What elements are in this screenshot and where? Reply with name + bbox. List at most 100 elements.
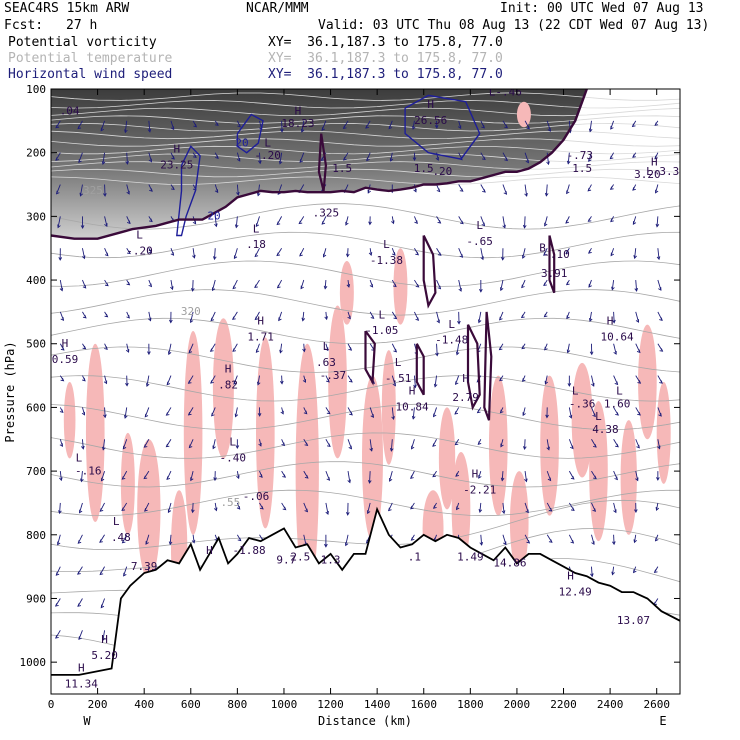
wind-vector-head [568,414,573,419]
wind-vector-head [147,351,151,356]
wind-vector-head [632,154,636,158]
wind-vector-head [504,124,508,129]
theta-contour [51,289,680,316]
wind-vector-head [459,254,464,258]
theta-contour [51,461,680,488]
wind-vector-head [456,506,460,511]
x-tick-label: 2200 [550,698,577,711]
wind-vector-head [546,446,550,451]
wind-vector-head [346,511,350,516]
wind-vector [80,184,83,196]
wind-vector-head [659,380,663,384]
wind-vector [102,630,106,641]
wind-vector-head [103,193,107,197]
wind-vector-head [55,190,60,195]
wind-vector [500,279,504,291]
wind-vector-head [610,125,614,130]
wind-vector-head [60,317,65,321]
wind-vector-head [279,349,283,354]
theta-contour-strat [51,92,680,101]
wind-vector-head [412,125,416,130]
wind-vector-head [348,347,353,351]
wind-vector-head [101,637,106,642]
pv-contour [466,324,481,411]
negative-pv-shading [63,381,76,459]
wind-vector-head [236,157,241,162]
wind-vector [279,152,283,164]
wind-vector-head [237,537,242,542]
wind-vector-head [415,317,420,321]
wind-vector [412,120,415,130]
wind-vector-head [147,128,152,133]
negative-pv-shading [438,407,456,510]
wind-vector-head [104,223,108,228]
wind-vector-head [520,314,525,319]
wind-vector [657,439,661,449]
pv-extremum-label: 10.64 [601,331,634,344]
wind-vector-head [99,571,104,576]
wind-vector-head [433,383,438,388]
wind-vector-head [234,413,239,418]
wind-vector-head [100,477,105,482]
theta-contour-label: 320 [181,305,201,318]
negative-pv-shading [85,343,105,523]
wind-vector-head [654,155,658,160]
pv-extremum-label: 1.60 [604,397,631,410]
wind-vector-head [631,123,636,128]
wind-vector-head [168,351,172,356]
wind-vector [434,375,437,387]
wind-vector [412,407,415,419]
header-center: NCAR/MMM [246,1,309,16]
theta-contour-strat [51,176,680,185]
wind-vector-head [632,187,636,191]
wind-vector [146,375,150,387]
wind-vector-head [500,477,505,482]
wind-vector-head [143,475,148,480]
wind-vector-head [615,412,619,416]
wind-vector [391,407,395,420]
wind-vector-head [100,604,105,609]
wind-vector-head [655,507,660,511]
wind-vector-head [455,351,460,356]
wind-vector-head [368,221,372,226]
wind-vector-head [121,476,126,480]
wind-vector-head [79,509,83,514]
wind-vector-head [588,283,592,288]
wind-vector-head [567,383,572,387]
wind-vector-head [613,509,617,514]
y-tick-label: 1000 [20,656,47,669]
wind-vector-head [190,319,194,324]
pv-extremum-label: L [448,318,455,331]
pv-extremum-label: L [476,219,483,232]
wind-vector-head [656,477,660,481]
pv-contour [483,311,493,421]
wind-vector-head [104,313,109,318]
theta-contour-strat [51,153,680,163]
wind-vector-head [565,281,570,286]
wind-vector-head [482,189,486,193]
wind-vector-head [610,252,615,257]
pv-extremum-label: 2.5 [290,550,310,563]
wind-vector-head [477,441,482,445]
wind-vector-head [503,541,507,546]
wind-vector [546,439,550,450]
pv-extremum-label: L [253,222,260,235]
wind-vector-head [413,384,417,389]
wind-vector-head [393,348,398,353]
wind-vector-head [149,218,153,223]
field-pv-name: Potential vorticity [8,35,157,50]
negative-pv-shading [137,439,161,580]
wind-vector-head [255,349,260,354]
wind-vector-head [524,192,528,197]
x-tick-label: 1600 [410,698,437,711]
wind-vector-head [345,221,349,226]
pv-contour [548,235,556,294]
pv-extremum-label: -1.05 [365,324,398,337]
wind-vector-head [165,443,170,448]
wind-vector [235,407,238,417]
terrain-line [51,506,680,676]
wind-vector-head [454,441,459,446]
wind-vector-head [103,380,108,385]
pv-extremum-label: H [651,155,658,168]
